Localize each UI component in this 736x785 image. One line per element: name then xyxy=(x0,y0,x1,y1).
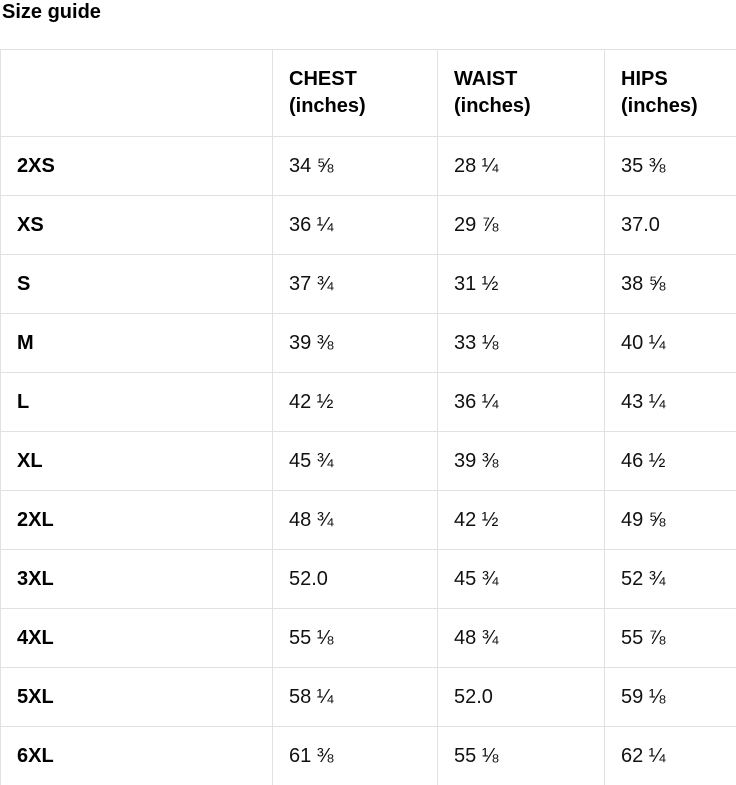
hips-value: 40 ¼ xyxy=(604,313,736,373)
waist-column-header: WAIST (inches) xyxy=(437,49,605,137)
size-label: 2XS xyxy=(0,136,273,196)
hips-value: 59 ⅛ xyxy=(604,667,736,727)
hips-column-unit: (inches) xyxy=(621,95,698,117)
chest-value: 45 ¾ xyxy=(272,431,438,491)
size-column-header xyxy=(0,49,273,137)
hips-value: 55 ⅞ xyxy=(604,608,736,668)
chest-value: 55 ⅛ xyxy=(272,608,438,668)
chest-value: 52.0 xyxy=(272,549,438,609)
chest-value: 58 ¼ xyxy=(272,667,438,727)
chest-value: 42 ½ xyxy=(272,372,438,432)
table-row: 2XL 48 ¾ 42 ½ 49 ⅝ xyxy=(0,490,736,550)
hips-column-name: HIPS xyxy=(621,68,668,90)
waist-value: 45 ¾ xyxy=(437,549,605,609)
table-row: S 37 ¾ 31 ½ 38 ⅝ xyxy=(0,254,736,314)
waist-value: 33 ⅛ xyxy=(437,313,605,373)
size-label: 4XL xyxy=(0,608,273,668)
hips-value: 52 ¾ xyxy=(604,549,736,609)
size-label: XS xyxy=(0,195,273,255)
size-guide-table: CHEST (inches) WAIST (inches) HIPS (inch… xyxy=(0,49,736,785)
chest-value: 37 ¾ xyxy=(272,254,438,314)
chest-column-unit: (inches) xyxy=(289,95,366,117)
chest-value: 48 ¾ xyxy=(272,490,438,550)
table-row: XS 36 ¼ 29 ⅞ 37.0 xyxy=(0,195,736,255)
table-row: XL 45 ¾ 39 ⅜ 46 ½ xyxy=(0,431,736,491)
waist-column-unit: (inches) xyxy=(454,95,531,117)
size-label: 6XL xyxy=(0,726,273,785)
size-label: 2XL xyxy=(0,490,273,550)
chest-column-header: CHEST (inches) xyxy=(272,49,438,137)
table-row: 4XL 55 ⅛ 48 ¾ 55 ⅞ xyxy=(0,608,736,668)
chest-column-name: CHEST xyxy=(289,68,357,90)
waist-value: 36 ¼ xyxy=(437,372,605,432)
hips-value: 62 ¼ xyxy=(604,726,736,785)
waist-value: 52.0 xyxy=(437,667,605,727)
table-row: L 42 ½ 36 ¼ 43 ¼ xyxy=(0,372,736,432)
chest-value: 39 ⅜ xyxy=(272,313,438,373)
size-label: 5XL xyxy=(0,667,273,727)
table-row: 5XL 58 ¼ 52.0 59 ⅛ xyxy=(0,667,736,727)
waist-value: 48 ¾ xyxy=(437,608,605,668)
size-label: XL xyxy=(0,431,273,491)
hips-value: 38 ⅝ xyxy=(604,254,736,314)
size-label: L xyxy=(0,372,273,432)
size-label: M xyxy=(0,313,273,373)
size-label: S xyxy=(0,254,273,314)
chest-value: 36 ¼ xyxy=(272,195,438,255)
table-row: 3XL 52.0 45 ¾ 52 ¾ xyxy=(0,549,736,609)
waist-value: 42 ½ xyxy=(437,490,605,550)
page-title: Size guide xyxy=(2,1,101,23)
hips-value: 46 ½ xyxy=(604,431,736,491)
hips-value: 37.0 xyxy=(604,195,736,255)
table-row: 2XS 34 ⅝ 28 ¼ 35 ⅜ xyxy=(0,136,736,196)
table-row: 6XL 61 ⅜ 55 ⅛ 62 ¼ xyxy=(0,726,736,785)
waist-value: 31 ½ xyxy=(437,254,605,314)
chest-value: 34 ⅝ xyxy=(272,136,438,196)
table-row: M 39 ⅜ 33 ⅛ 40 ¼ xyxy=(0,313,736,373)
size-label: 3XL xyxy=(0,549,273,609)
hips-column-header: HIPS (inches) xyxy=(604,49,736,137)
hips-value: 49 ⅝ xyxy=(604,490,736,550)
waist-value: 55 ⅛ xyxy=(437,726,605,785)
waist-value: 28 ¼ xyxy=(437,136,605,196)
table-header-row: CHEST (inches) WAIST (inches) HIPS (inch… xyxy=(0,49,736,137)
waist-value: 39 ⅜ xyxy=(437,431,605,491)
hips-value: 35 ⅜ xyxy=(604,136,736,196)
hips-value: 43 ¼ xyxy=(604,372,736,432)
chest-value: 61 ⅜ xyxy=(272,726,438,785)
waist-column-name: WAIST xyxy=(454,68,518,90)
waist-value: 29 ⅞ xyxy=(437,195,605,255)
